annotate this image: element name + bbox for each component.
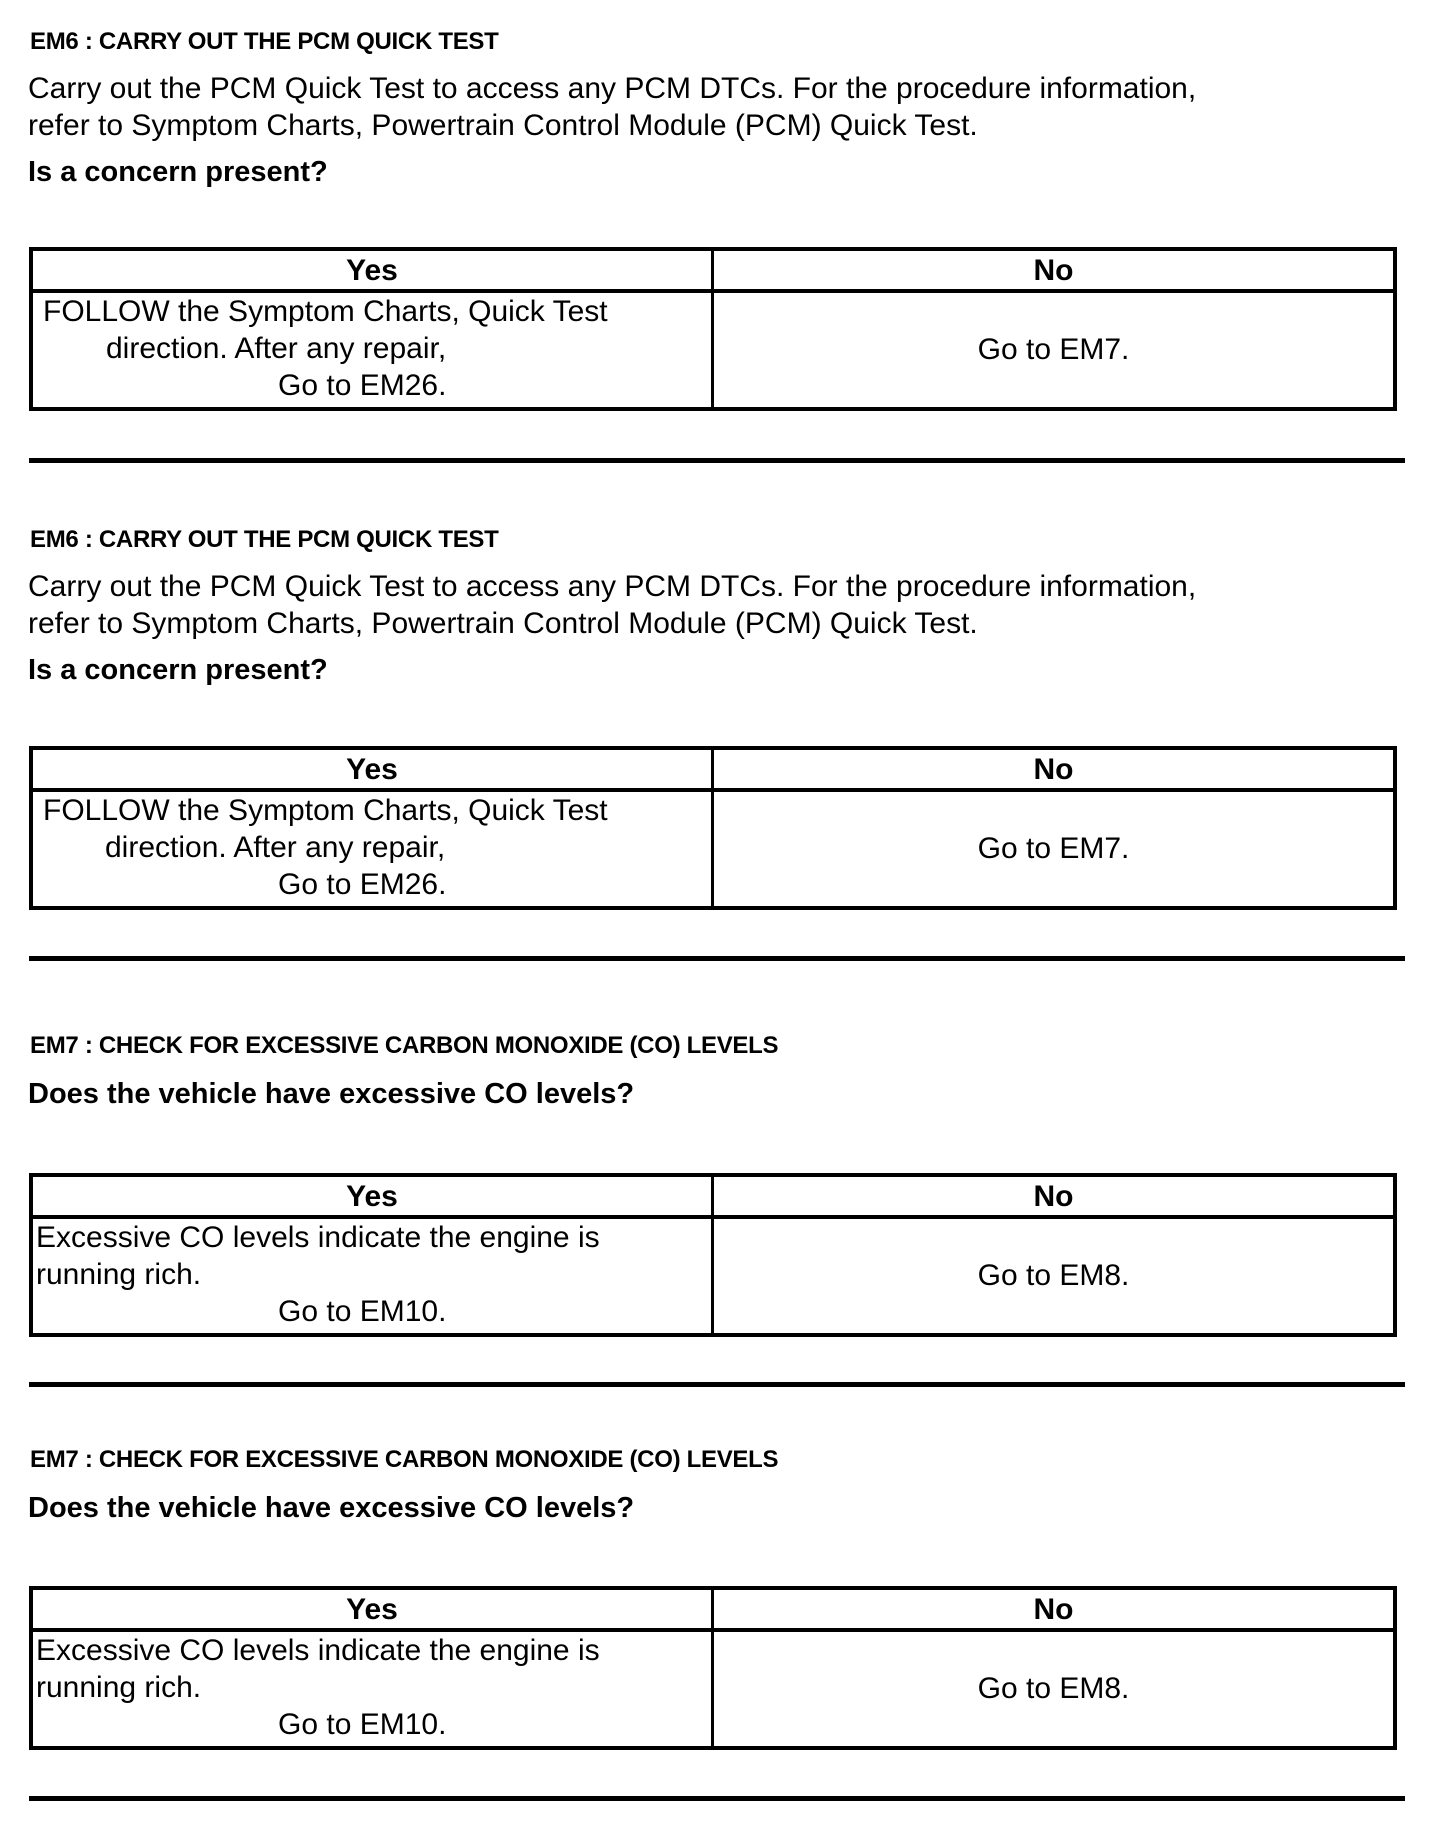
no-header: No <box>714 251 1393 293</box>
yes-line: running rich. <box>36 1671 202 1704</box>
yes-line: Go to EM10. <box>278 1295 447 1328</box>
paragraph-line: Carry out the PCM Quick Test to access a… <box>28 570 1197 603</box>
section-divider <box>29 458 1405 463</box>
yes-line: Go to EM26. <box>278 868 447 901</box>
no-header: No <box>714 1590 1393 1632</box>
question: Does the vehicle have excessive CO level… <box>28 1492 635 1524</box>
section-heading: EM7 : CHECK FOR EXCESSIVE CARBON MONOXID… <box>30 1032 779 1059</box>
yes-header: Yes <box>33 1177 711 1219</box>
section-divider <box>29 1796 1405 1801</box>
column-divider <box>711 251 714 407</box>
section-heading: EM6 : CARRY OUT THE PCM QUICK TEST <box>30 526 499 553</box>
yes-line: Go to EM10. <box>278 1708 447 1741</box>
yes-no-table: Yes No FOLLOW the Symptom Charts, Quick … <box>29 247 1397 411</box>
yes-line: Go to EM26. <box>278 369 447 402</box>
yes-no-table: Yes No FOLLOW the Symptom Charts, Quick … <box>29 746 1397 910</box>
yes-line: direction. After any repair, <box>105 831 446 864</box>
question: Does the vehicle have excessive CO level… <box>28 1078 635 1110</box>
paragraph-line: refer to Symptom Charts, Powertrain Cont… <box>28 109 978 142</box>
yes-cell: Excessive CO levels indicate the engine … <box>33 1632 711 1746</box>
yes-cell: FOLLOW the Symptom Charts, Quick Test di… <box>33 293 711 407</box>
no-header: No <box>714 750 1393 792</box>
no-cell: Go to EM7. <box>977 832 1130 865</box>
yes-line: direction. After any repair, <box>106 332 447 365</box>
yes-line: FOLLOW the Symptom Charts, Quick Test <box>43 794 608 827</box>
section-divider <box>29 1382 1405 1387</box>
paragraph-line: refer to Symptom Charts, Powertrain Cont… <box>28 607 978 640</box>
yes-line: Excessive CO levels indicate the engine … <box>36 1634 600 1667</box>
no-header: No <box>714 1177 1393 1219</box>
yes-line: FOLLOW the Symptom Charts, Quick Test <box>43 295 608 328</box>
no-cell: Go to EM7. <box>977 333 1130 366</box>
no-cell: Go to EM8. <box>977 1259 1130 1292</box>
section-heading: EM7 : CHECK FOR EXCESSIVE CARBON MONOXID… <box>30 1446 779 1473</box>
yes-no-table: Yes No Excessive CO levels indicate the … <box>29 1173 1397 1337</box>
yes-line: running rich. <box>36 1258 202 1291</box>
yes-no-table: Yes No Excessive CO levels indicate the … <box>29 1586 1397 1750</box>
no-cell: Go to EM8. <box>977 1672 1130 1705</box>
yes-header: Yes <box>33 251 711 293</box>
yes-header: Yes <box>33 1590 711 1632</box>
yes-header: Yes <box>33 750 711 792</box>
question: Is a concern present? <box>28 156 328 188</box>
column-divider <box>711 1177 714 1333</box>
column-divider <box>711 750 714 906</box>
section-heading: EM6 : CARRY OUT THE PCM QUICK TEST <box>30 28 499 55</box>
column-divider <box>711 1590 714 1746</box>
question: Is a concern present? <box>28 654 328 686</box>
yes-line: Excessive CO levels indicate the engine … <box>36 1221 600 1254</box>
section-divider <box>29 956 1405 961</box>
yes-cell: Excessive CO levels indicate the engine … <box>33 1219 711 1333</box>
paragraph-line: Carry out the PCM Quick Test to access a… <box>28 72 1197 105</box>
yes-cell: FOLLOW the Symptom Charts, Quick Test di… <box>33 792 711 906</box>
